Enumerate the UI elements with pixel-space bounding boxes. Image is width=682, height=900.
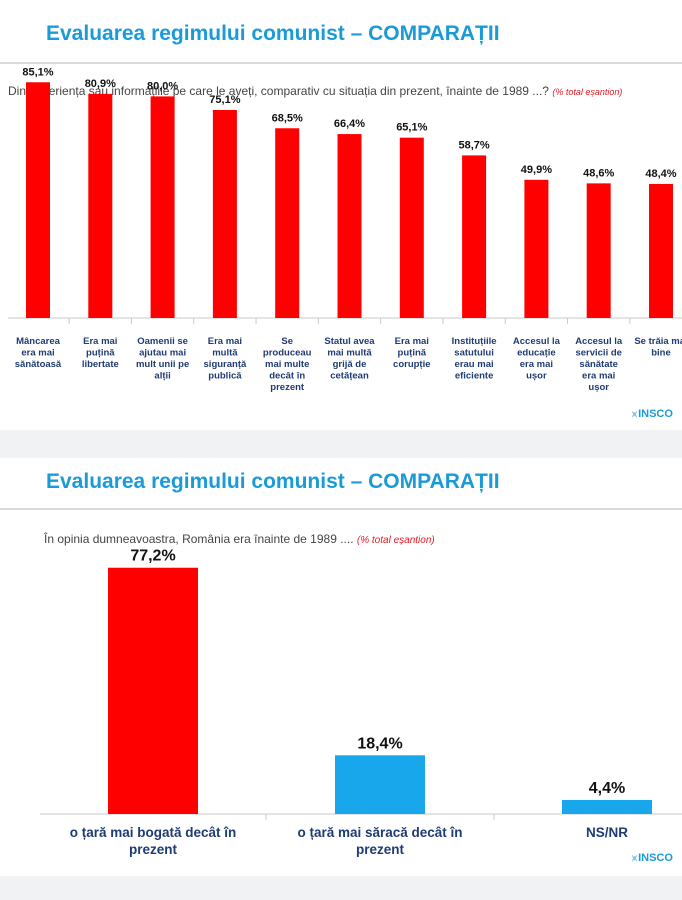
slide-separator (0, 430, 682, 458)
sample-note: (% total eșantion) (356, 535, 435, 546)
bar (26, 82, 50, 318)
insco-label: INSCO (638, 852, 673, 864)
insco-logo-icon: ⩙ (632, 853, 638, 863)
insco-logo: ⩙INSCO (632, 852, 673, 864)
value-label: 48,6% (583, 167, 614, 179)
slide-2-subtitle: În opinia dumneavoastra, România era îna… (44, 532, 435, 546)
insco-label: INSCO (638, 408, 673, 420)
bar (562, 799, 652, 814)
bar (88, 93, 113, 318)
bar (108, 567, 198, 814)
value-label: 77,2% (130, 548, 175, 565)
bar (524, 179, 549, 318)
title-divider (0, 508, 682, 510)
category-label: Se produceau mai multe decât în prezent (263, 336, 312, 393)
value-label: 65,1% (396, 122, 427, 134)
page-bottom-gap (0, 876, 682, 900)
subtitle-text: În opinia dumneavoastra, România era îna… (44, 532, 354, 546)
bar (586, 183, 611, 318)
comparison-slide-1: Evaluarea regimului comunist – COMPARAȚI… (0, 0, 682, 430)
category-label: Era mai puțină libertate (82, 336, 119, 370)
sample-note: (% total eșantion) (552, 87, 623, 97)
category-label: Accesul la servicii de sănătate era mai ușor (575, 336, 623, 393)
category-label: Se trăia maibine (634, 336, 682, 359)
value-label: 4,4% (589, 780, 625, 797)
value-label: 58,7% (458, 139, 489, 151)
category-label: Mâncarea era mai sănătoasă (15, 336, 62, 370)
value-label: 18,4% (357, 735, 402, 752)
bar (212, 109, 237, 319)
category-label: Statul avea mai multă grijă de cetățean (324, 336, 375, 382)
value-label: 68,5% (272, 112, 303, 124)
insco-logo: ⩙INSCO (632, 408, 673, 420)
value-label: 66,4% (334, 118, 365, 130)
bar-chart-1: 85,1% Mâncarea era mai sănătoasă 80,9% Era ma… (8, 66, 682, 393)
bar (150, 96, 175, 319)
value-label: 75,1% (209, 94, 240, 106)
category-label: Era mai multă siguranță publică (204, 336, 247, 382)
category-label: Oamenii se ajutau mai mult unii pe alții (136, 336, 189, 382)
category-label: Era mai puțină corupție (393, 336, 430, 370)
category-label: o țară mai săracă decât în prezent (297, 825, 462, 857)
bar (462, 155, 487, 318)
bar (649, 183, 673, 318)
bar (335, 755, 425, 814)
insco-logo-icon: ⩙ (632, 409, 638, 419)
bar (275, 128, 300, 318)
bar (337, 134, 362, 318)
slide-1-subtitle: Din experiența sau informațiile pe care … (8, 84, 622, 98)
value-label: 80,9% (85, 78, 116, 90)
subtitle-text: Din experiența sau informațiile pe care … (8, 84, 549, 98)
value-label: 49,9% (521, 164, 552, 176)
value-label: 80,0% (147, 80, 178, 92)
value-label: 48,4% (645, 168, 676, 180)
comparison-slide-2: Evaluarea regimului comunist – COMPARAȚI… (0, 458, 682, 876)
bar (399, 137, 424, 318)
category-label: Instituțiile satutului erau mai eficiente (452, 336, 497, 382)
title-divider (0, 62, 682, 64)
category-label: NS/NR (586, 825, 628, 840)
slide-2-title: Evaluarea regimului comunist – COMPARAȚI… (46, 470, 500, 493)
slide-1-title: Evaluarea regimului comunist – COMPARAȚI… (46, 22, 500, 45)
category-label: Accesul la educație era mai ușor (513, 336, 561, 382)
value-label: 85,1% (22, 66, 53, 78)
bar-chart-2: 77,2% o țară mai bogată decât în prezent 18… (40, 548, 682, 857)
category-label: o țară mai bogată decât în prezent (70, 825, 237, 857)
